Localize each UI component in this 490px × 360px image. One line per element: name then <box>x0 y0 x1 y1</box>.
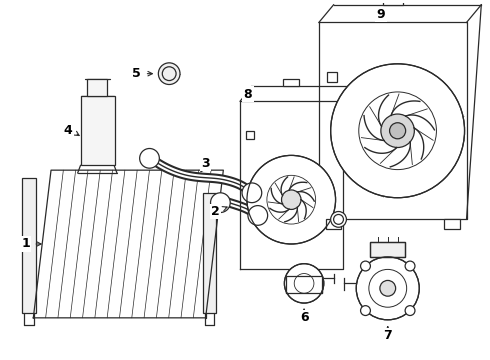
Circle shape <box>405 261 415 271</box>
Text: 3: 3 <box>201 157 210 170</box>
Circle shape <box>331 212 346 227</box>
Circle shape <box>140 148 159 168</box>
Bar <box>370 242 406 257</box>
Circle shape <box>361 306 370 315</box>
Circle shape <box>248 206 268 225</box>
Text: 5: 5 <box>132 67 141 80</box>
Circle shape <box>242 183 262 203</box>
Bar <box>286 275 322 293</box>
Circle shape <box>356 257 419 320</box>
Bar <box>80 96 115 165</box>
Circle shape <box>247 156 336 244</box>
Bar <box>286 275 322 293</box>
Bar <box>246 131 254 139</box>
Text: 2: 2 <box>211 205 220 218</box>
Circle shape <box>390 123 406 139</box>
Text: 1: 1 <box>21 238 30 251</box>
Circle shape <box>405 306 415 315</box>
Circle shape <box>158 63 180 85</box>
Circle shape <box>284 264 324 303</box>
Circle shape <box>381 114 415 148</box>
Circle shape <box>380 280 395 296</box>
Bar <box>383 0 402 5</box>
Text: 8: 8 <box>244 88 252 101</box>
Bar <box>444 219 460 229</box>
Bar <box>327 72 337 82</box>
Bar <box>283 78 299 86</box>
Bar <box>203 193 217 313</box>
Circle shape <box>331 64 465 198</box>
Text: 9: 9 <box>376 8 385 21</box>
Bar <box>88 78 107 96</box>
Circle shape <box>211 193 230 212</box>
Text: 4: 4 <box>63 124 72 137</box>
Bar <box>326 219 342 229</box>
Bar <box>370 242 406 257</box>
Circle shape <box>361 261 370 271</box>
Text: 6: 6 <box>300 311 308 324</box>
Circle shape <box>282 190 301 210</box>
Bar <box>23 178 36 313</box>
Text: 7: 7 <box>383 329 392 342</box>
